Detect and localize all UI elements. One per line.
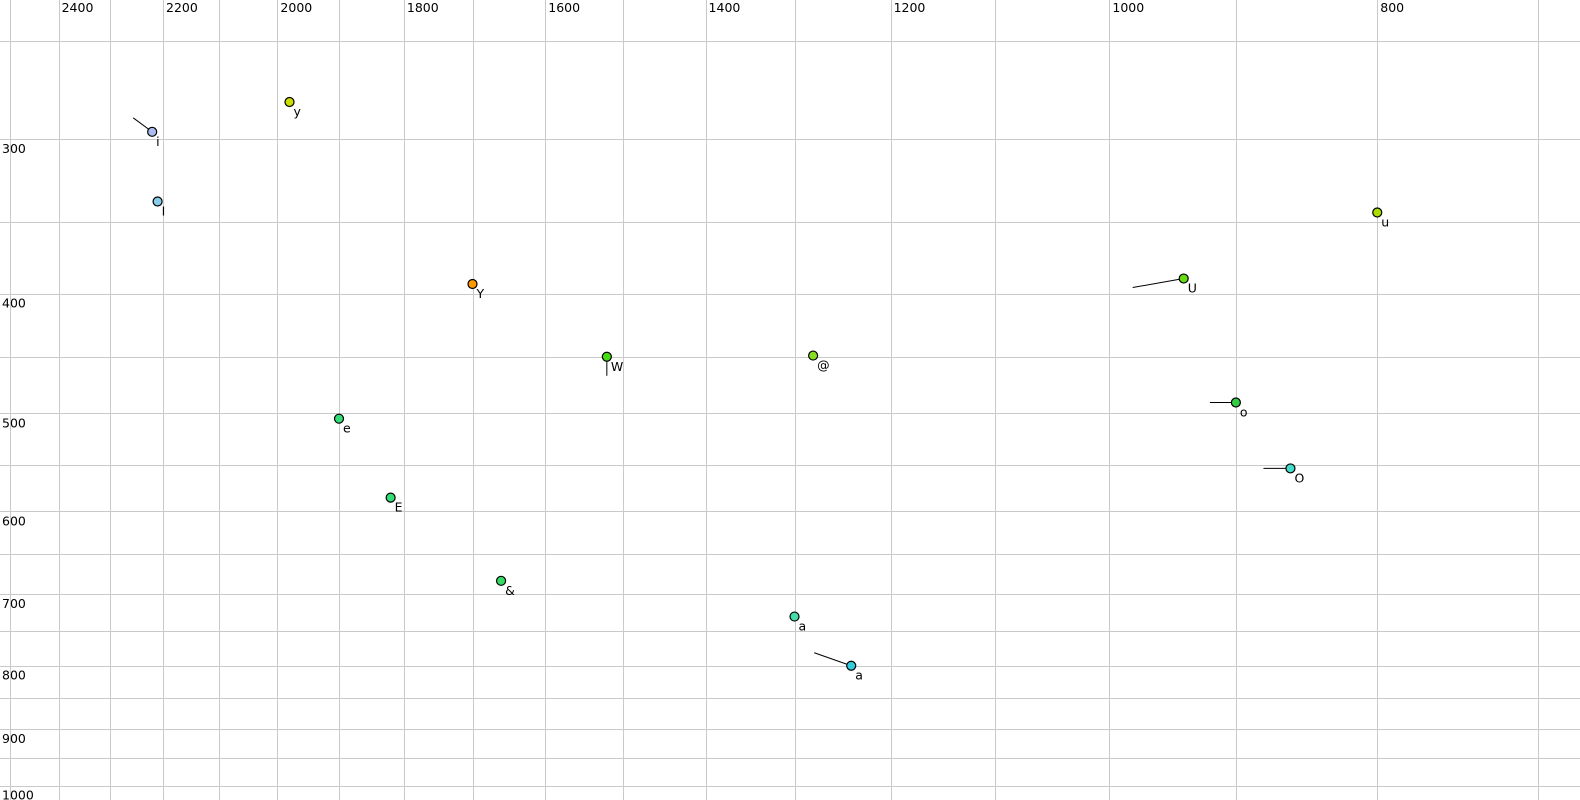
vowel-point-label: y [294,104,302,119]
x-tick-label: 1600 [548,0,580,15]
vowel-point[interactable] [284,96,295,108]
x-tick-label: 1200 [894,0,926,15]
vowel-point-label: o [1240,404,1248,419]
vowel-point[interactable] [1372,207,1383,218]
vowel-point[interactable] [152,196,163,207]
x-tick-label: 1400 [709,0,741,15]
vowel-point-label: a [855,668,863,683]
vowel-point[interactable] [495,575,507,586]
x-tick-label: 2200 [166,0,198,15]
point-label-layer: i Iy Y W @ e E & a a u Uo O [156,104,1389,683]
vowel-point-label: e [343,421,351,436]
x-tick-label: 2400 [62,0,94,15]
y-tick-label: 600 [2,513,26,528]
vowel-point-label: u [1381,215,1389,230]
vowel-point-tail [814,652,852,667]
vowel-point-label: & [505,583,515,598]
vowel-point-label: a [799,619,807,634]
y-tick-label: 700 [2,596,26,611]
vowel-point[interactable] [846,660,857,671]
x-tick-label: 2000 [280,0,312,15]
y-tick-label: 300 [2,141,26,156]
vowel-point-label: Y [476,286,485,301]
y-tick-label: 900 [2,731,26,746]
vowel-point[interactable] [789,611,800,622]
vowel-point[interactable] [147,126,158,137]
vowel-point-label: i [156,134,159,149]
x-tick-label: 1800 [407,0,439,15]
vowel-point-label: U [1188,281,1197,296]
vowel-point[interactable] [1230,397,1241,408]
vowel-point[interactable] [467,278,478,290]
x-tick-label: 800 [1380,0,1404,15]
vowel-point-label: O [1294,470,1304,485]
vowel-point-label: E [395,500,403,515]
tail-layer [132,117,1291,667]
y-tick-label: 800 [2,668,26,683]
y-tick-label: 500 [2,415,26,430]
x-tick-label: 1000 [1112,0,1144,15]
tick-label-layer: 2400 2200 2000 1800 1600 1400 1200 1000 800 300 40… [2,0,1404,800]
point-layer [147,96,1383,671]
vowel-point-tail [1132,278,1184,289]
vowel-point-label: W [611,359,623,374]
vowel-point[interactable] [385,492,396,503]
vowel-point[interactable] [601,351,612,362]
vowel-point[interactable] [333,413,345,424]
vowel-point[interactable] [808,350,819,361]
y-tick-label: 1000 [2,788,34,800]
y-tick-label: 400 [2,296,26,311]
vowel-point-label: I [162,203,166,218]
vowel-point[interactable] [1178,273,1189,284]
vowel-point-label: @ [817,358,830,373]
vowel-point[interactable] [1285,463,1296,474]
